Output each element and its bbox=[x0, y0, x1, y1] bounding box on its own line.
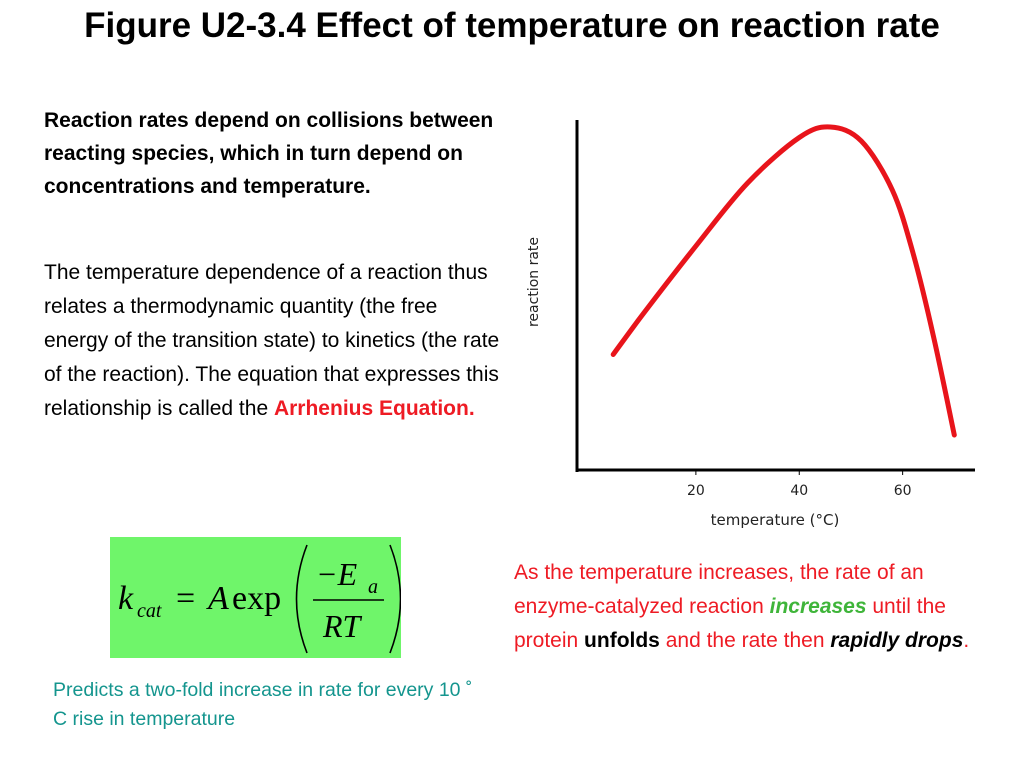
reaction-rate-curve bbox=[610, 124, 957, 438]
x-tick-label: 40 bbox=[790, 483, 808, 499]
eq-right-paren bbox=[389, 544, 401, 654]
caption-increases: increases bbox=[769, 595, 867, 618]
eq-numerator: −E bbox=[316, 556, 358, 592]
eq-a: A bbox=[206, 580, 229, 617]
temperature-caption: As the temperature increases, the rate o… bbox=[514, 556, 994, 658]
eq-numerator-sub: a bbox=[368, 576, 378, 598]
eq-k: k bbox=[118, 580, 134, 617]
arrhenius-equation-box: k cat = A exp −E a RT bbox=[110, 537, 401, 658]
x-tick-label: 20 bbox=[687, 483, 705, 499]
eq-k-sub: cat bbox=[137, 600, 162, 622]
caption-unfolds: unfolds bbox=[584, 629, 660, 652]
two-fold-note: Predicts a two-fold increase in rate for… bbox=[53, 679, 473, 730]
caption-part3: and the rate then bbox=[659, 629, 831, 652]
eq-equals: = bbox=[176, 580, 195, 617]
arrhenius-period: . bbox=[468, 397, 475, 420]
intro-paragraph: Reaction rates depend on collisions betw… bbox=[44, 109, 494, 198]
caption-end: . bbox=[963, 629, 970, 652]
page-title: Figure U2-3.4 Effect of temperature on r… bbox=[84, 6, 940, 45]
x-tick-label: 60 bbox=[894, 483, 912, 499]
arrhenius-equation: k cat = A exp −E a RT bbox=[118, 544, 401, 654]
eq-denominator: RT bbox=[322, 608, 363, 644]
arrhenius-paragraph: The temperature dependence of a reaction… bbox=[44, 256, 500, 426]
x-axis-label: temperature (°C) bbox=[711, 511, 840, 529]
arrhenius-paragraph-text: The temperature dependence of a reaction… bbox=[44, 261, 500, 420]
caption-part2: until the protein bbox=[514, 595, 946, 652]
reaction-rate-chart: 20 40 60 reaction rate temperature (°C) bbox=[526, 120, 975, 529]
eq-left-paren bbox=[295, 544, 308, 654]
y-axis-label: reaction rate bbox=[526, 237, 542, 327]
eq-exp: exp bbox=[232, 580, 281, 617]
caption-part1: As the temperature increases, the rate o… bbox=[514, 561, 924, 618]
caption-rapidly-drops: rapidly drops bbox=[830, 629, 964, 652]
arrhenius-equation-highlight: Arrhenius Equation bbox=[273, 397, 469, 420]
